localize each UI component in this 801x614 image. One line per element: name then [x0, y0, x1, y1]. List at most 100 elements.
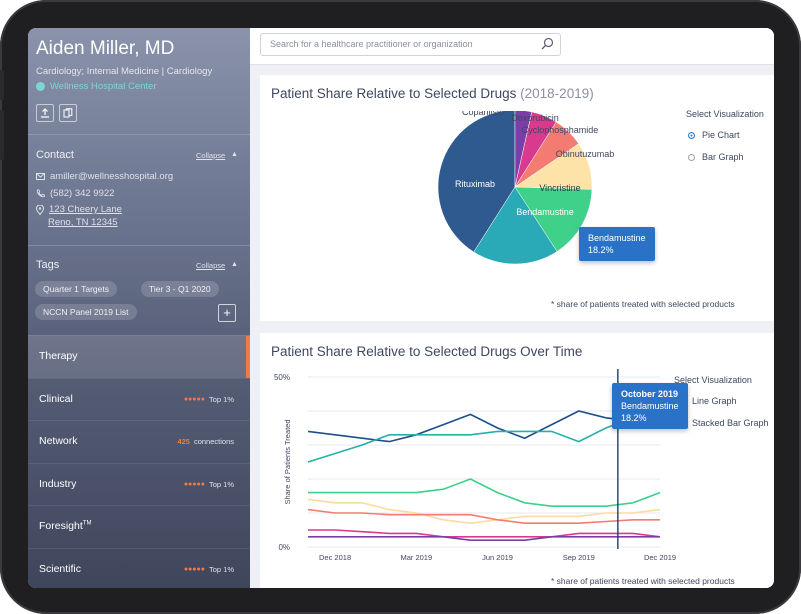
address-line1[interactable]: 123 Cheery Lane: [49, 204, 122, 215]
radio-stacked-bar-graph[interactable]: Stacked Bar Graph: [678, 418, 769, 428]
pie-footnote: * share of patients treated with selecte…: [551, 299, 735, 309]
top-bar: Search for a healthcare practitioner or …: [250, 28, 774, 65]
share-button[interactable]: [36, 104, 54, 122]
radio-bar-graph[interactable]: Bar Graph: [688, 152, 744, 162]
radio-unselected[interactable]: [688, 153, 695, 161]
nav-item-foresight[interactable]: ForesightTM: [28, 505, 250, 548]
y-tick-label: 0%: [278, 543, 290, 552]
nav-label: Clinical: [39, 393, 73, 405]
nav-label: Network: [39, 435, 78, 447]
x-tick-label: Sep 2019: [563, 553, 595, 562]
rating-dots: ●●●●●: [183, 396, 205, 403]
pie-label: Doxorubicin: [511, 113, 559, 123]
nav-rating: ●●●●● Top 1%: [183, 480, 234, 489]
rating-dots: ●●●●●: [183, 566, 205, 573]
screen: Aiden Miller, MD Cardiology; Internal Me…: [28, 28, 774, 588]
pie-label: Copanlisib: [462, 111, 504, 117]
nav-item-therapy[interactable]: Therapy: [28, 335, 250, 378]
device-side-button: [0, 70, 4, 100]
caret-up-icon[interactable]: ▲: [231, 261, 238, 268]
contact-address[interactable]: 123 Cheery Lane: [36, 204, 122, 215]
contact-address-line2[interactable]: Reno, TN 12345: [48, 217, 118, 228]
nav-item-network[interactable]: Network 425 connections: [28, 420, 250, 463]
line-viz-title: Select Visualization: [674, 375, 752, 385]
series-line[interactable]: [308, 536, 660, 541]
radio-selected[interactable]: [688, 131, 695, 139]
profile-sidebar: Aiden Miller, MD Cardiology; Internal Me…: [28, 28, 250, 588]
caret-up-icon[interactable]: ▲: [231, 151, 238, 158]
line-chart-card: Patient Share Relative to Selected Drugs…: [260, 333, 774, 588]
hospital-icon: [36, 82, 45, 91]
nav-label: Therapy: [39, 350, 78, 362]
add-tag-button[interactable]: +: [218, 304, 236, 322]
pie-card-title: Patient Share Relative to Selected Drugs…: [271, 86, 594, 101]
address-line2[interactable]: Reno, TN 12345: [48, 217, 118, 228]
pie-label: Bendamustine: [516, 207, 574, 217]
y-tick-label: 50%: [274, 373, 290, 382]
x-tick-label: Dec 2018: [319, 553, 351, 562]
divider: [28, 245, 250, 246]
nav-label: Industry: [39, 478, 77, 490]
x-tick-label: Dec 2019: [644, 553, 676, 562]
tag-chip[interactable]: Tier 3 - Q1 2020: [141, 281, 219, 297]
pie-label: Obinutuzumab: [556, 149, 615, 159]
pie-slice-vincristine[interactable]: [514, 186, 593, 252]
email-text[interactable]: amiller@wellnesshospital.org: [50, 171, 174, 182]
nav-rating: ●●●●● Top 1%: [183, 565, 234, 574]
divider: [28, 134, 250, 135]
pie-chart-card: Patient Share Relative to Selected Drugs…: [260, 75, 774, 321]
series-line[interactable]: [307, 508, 660, 524]
search-icon[interactable]: [541, 37, 554, 50]
contact-title: Contact: [36, 149, 74, 161]
nav-item-clinical[interactable]: Clinical ●●●●● Top 1%: [28, 378, 250, 421]
profile-specialties: Cardiology; Internal Medicine | Cardiolo…: [36, 66, 213, 77]
search-input[interactable]: Search for a healthcare practitioner or …: [260, 33, 561, 56]
pie-label: Rituximab: [455, 179, 495, 189]
device-side-button: [0, 110, 4, 160]
nav-connections: 425 connections: [177, 437, 234, 446]
tag-chip[interactable]: NCCN Panel 2019 List: [35, 304, 137, 320]
y-axis-label: Share of Patients Treated: [283, 419, 292, 504]
line-chart: 50% 0% Share of Patients Treated Dec 2018 Ma…: [274, 369, 676, 562]
contact-email[interactable]: amiller@wellnesshospital.org: [36, 171, 173, 182]
mail-icon: [36, 173, 45, 180]
main-content: Search for a healthcare practitioner or …: [250, 28, 774, 588]
tags-title: Tags: [36, 259, 60, 271]
pie-label: Cyclophosphamide: [522, 125, 599, 135]
pie-tooltip: Bendamustine 18.2%: [579, 227, 655, 261]
series-line[interactable]: [307, 498, 661, 525]
nav-rating: ●●●●● Top 1%: [183, 395, 234, 404]
line-footnote: * share of patients treated with selecte…: [551, 576, 735, 586]
x-tick-label: Jun 2019: [482, 553, 513, 562]
copy-icon: [63, 108, 73, 118]
trademark: TM: [82, 520, 92, 527]
contact-phone[interactable]: (582) 342 9922: [36, 188, 114, 199]
nav-item-industry[interactable]: Industry ●●●●● Top 1%: [28, 463, 250, 506]
pie-chart: Rituximab Copanlisib Doxorubicin Cyclophosp…: [437, 111, 615, 265]
profile-organization[interactable]: Wellness Hospital Center: [36, 81, 156, 92]
pie-card-subtitle: (2018-2019): [520, 86, 594, 101]
series-line[interactable]: [307, 403, 661, 463]
series-line[interactable]: [307, 406, 661, 443]
tag-chip[interactable]: Quarter 1 Targets: [35, 281, 117, 297]
pie-slice-rituximab[interactable]: [437, 111, 516, 253]
series-line[interactable]: [308, 529, 661, 538]
phone-text[interactable]: (582) 342 9922: [50, 188, 115, 199]
series-line[interactable]: [308, 478, 661, 507]
nav-item-scientific[interactable]: Scientific ●●●●● Top 1%: [28, 548, 250, 588]
copy-button[interactable]: [59, 104, 77, 122]
active-indicator: [246, 336, 250, 378]
phone-icon: [36, 189, 45, 198]
rating-dots: ●●●●●: [183, 481, 205, 488]
pie-slice-bendamustine[interactable]: [473, 186, 558, 265]
connection-count: 425: [177, 437, 190, 446]
pie-label: Vincristine: [539, 183, 580, 193]
upload-icon: [41, 108, 49, 118]
line-tooltip: October 2019 Bendamustine 18.2%: [612, 383, 688, 429]
radio-pie-chart[interactable]: Pie Chart: [688, 130, 740, 140]
search-placeholder: Search for a healthcare practitioner or …: [270, 39, 473, 49]
organization-link[interactable]: Wellness Hospital Center: [50, 81, 157, 92]
contact-collapse-link[interactable]: Collapse: [196, 151, 226, 160]
x-tick-label: Mar 2019: [400, 553, 432, 562]
tags-collapse-link[interactable]: Collapse: [196, 261, 226, 270]
